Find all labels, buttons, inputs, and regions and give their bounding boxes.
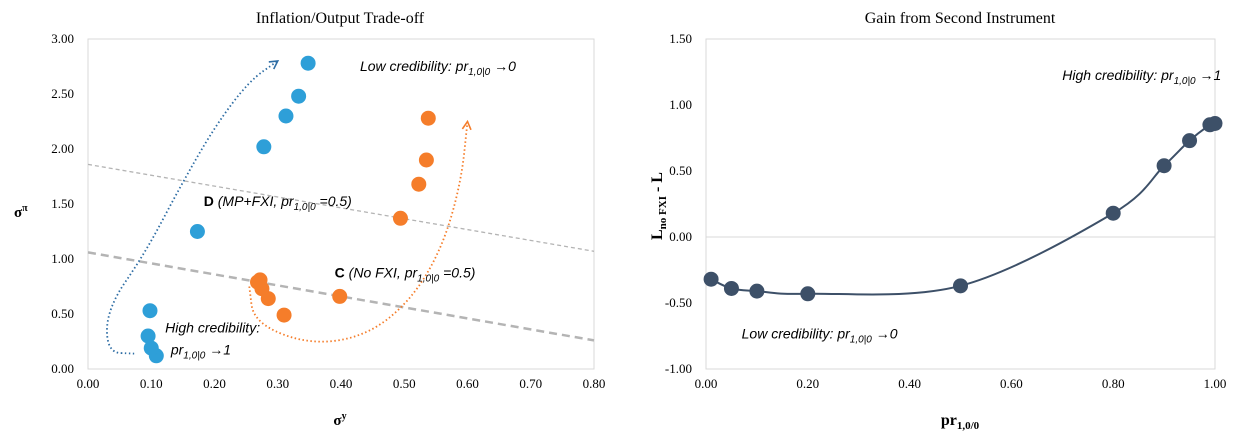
left-y-tick-label: 2.50: [51, 86, 74, 101]
right-x-tick-label: 0.60: [1000, 376, 1023, 391]
right-x-tick-label: 0.20: [796, 376, 819, 391]
right-x-tick-label: 0.80: [1102, 376, 1125, 391]
left-y-tick-label: 2.00: [51, 141, 74, 156]
left-series-1-point: [300, 55, 316, 71]
right-y-tick-labels: -1.00 -0.50 0.00 0.50 1.00 1.50: [665, 31, 692, 376]
left-annotation-d: D (MP+FXI, pr1,0|0 =0.5): [204, 193, 352, 213]
left-chart: Inflation/Output Trade-off 0.00 0.10 0.20 0…: [14, 10, 605, 429]
right-series-point: [1207, 115, 1223, 131]
right-y-tick-label: 0.00: [669, 229, 692, 244]
left-x-tick-label: 0.40: [330, 376, 353, 391]
right-chart-title: Gain from Second Instrument: [865, 10, 1056, 27]
left-y-tick-label: 1.00: [51, 251, 74, 266]
right-series-point: [800, 286, 816, 302]
left-annotation-hc2: pr1,0|0 →1: [170, 342, 231, 362]
left-x-axis-label: σy: [333, 411, 346, 429]
left-x-tick-label: 0.00: [77, 376, 100, 391]
left-series-2-point: [276, 307, 292, 323]
left-chart-title: Inflation/Output Trade-off: [256, 10, 425, 27]
left-series-1-point: [140, 328, 156, 344]
right-series-point: [1105, 205, 1121, 221]
left-reference-line-1: [87, 163, 595, 252]
right-x-tick-label: 0.00: [695, 376, 718, 391]
right-x-tick-labels: 0.00 0.20 0.40 0.60 0.80 1.00: [695, 376, 1227, 391]
left-annotation-low: Low credibility: pr1,0|0 →0: [360, 58, 516, 78]
left-series-1-point: [278, 108, 294, 124]
right-y-tick-label: -0.50: [665, 295, 692, 310]
right-x-tick-label: 0.40: [898, 376, 921, 391]
left-x-tick-label: 0.80: [583, 376, 606, 391]
left-y-tick-labels: 0.00 0.50 1.00 1.50 2.00 2.50 3.00: [51, 31, 74, 376]
left-trajectory-arrow-1: [106, 60, 279, 355]
right-y-tick-label: 1.00: [669, 97, 692, 112]
right-series-point: [1182, 133, 1198, 149]
right-series-point: [953, 278, 968, 294]
left-series-2-point: [332, 288, 348, 304]
right-series-point: [703, 271, 719, 287]
right-y-tick-label: -1.00: [665, 361, 692, 376]
right-x-axis-label: pr1,0/0: [941, 412, 980, 432]
left-x-tick-labels: 0.00 0.10 0.20 0.30 0.40 0.50 0.60 0.70 0.80: [77, 376, 606, 391]
left-series-1-point: [256, 139, 272, 155]
right-annotation-low: Low credibility: pr1,0|0 →0: [742, 326, 898, 346]
left-x-tick-label: 0.70: [519, 376, 542, 391]
right-y-tick-label: 0.50: [669, 163, 692, 178]
left-annotation-hc1: High credibility:: [165, 320, 260, 336]
left-series-1-point: [142, 303, 158, 319]
left-y-tick-label: 1.50: [51, 196, 74, 211]
left-x-tick-label: 0.10: [140, 376, 163, 391]
right-chart: Gain from Second Instrument 0.00 0.20 0.40…: [649, 10, 1226, 432]
right-series-point: [723, 280, 739, 296]
right-annotations: High credibility: pr1,0|0 →1 Low credibil…: [742, 67, 1222, 346]
left-series-2-point: [411, 176, 427, 192]
right-series-point: [1156, 158, 1172, 174]
left-y-axis-label: σπ: [14, 203, 28, 221]
left-series-2-point: [420, 110, 436, 126]
left-x-tick-label: 0.60: [456, 376, 479, 391]
left-series-2-point: [392, 210, 408, 226]
left-series-2-point: [252, 272, 268, 288]
left-annotation-c: C (No FXI, pr1,0|0 =0.5): [335, 265, 476, 285]
right-plot-area: [705, 38, 1216, 370]
right-data-points: [703, 115, 1223, 302]
left-x-tick-label: 0.50: [393, 376, 416, 391]
left-reference-line-2: [87, 251, 595, 342]
left-arrowhead-2: [461, 119, 472, 131]
left-series-1-point: [189, 224, 205, 239]
left-y-tick-label: 3.00: [51, 31, 74, 46]
left-trajectory-arrows: [106, 60, 472, 355]
right-series-point: [749, 283, 765, 299]
left-data-points: [140, 55, 436, 364]
left-x-tick-label: 0.30: [266, 376, 289, 391]
left-reference-lines: [87, 163, 595, 342]
left-series-1-point: [143, 340, 159, 356]
left-y-tick-label: 0.50: [51, 306, 74, 321]
right-annotation-high: High credibility: pr1,0|0 →1: [1062, 67, 1221, 87]
left-series-1-point: [291, 88, 307, 104]
right-y-axis-label: Lno FXI - L: [649, 172, 669, 240]
left-y-tick-label: 0.00: [51, 361, 74, 376]
right-y-tick-label: 1.50: [669, 31, 692, 46]
left-annotations: Low credibility: pr1,0|0 →0 D (MP+FXI, pr…: [165, 58, 516, 362]
left-arrowhead-1: [268, 60, 280, 70]
left-series-2-point: [418, 152, 434, 168]
right-x-tick-label: 1.00: [1204, 376, 1227, 391]
left-plot-area: [87, 38, 595, 370]
left-x-tick-label: 0.20: [203, 376, 226, 391]
right-series-line: [710, 122, 1216, 296]
